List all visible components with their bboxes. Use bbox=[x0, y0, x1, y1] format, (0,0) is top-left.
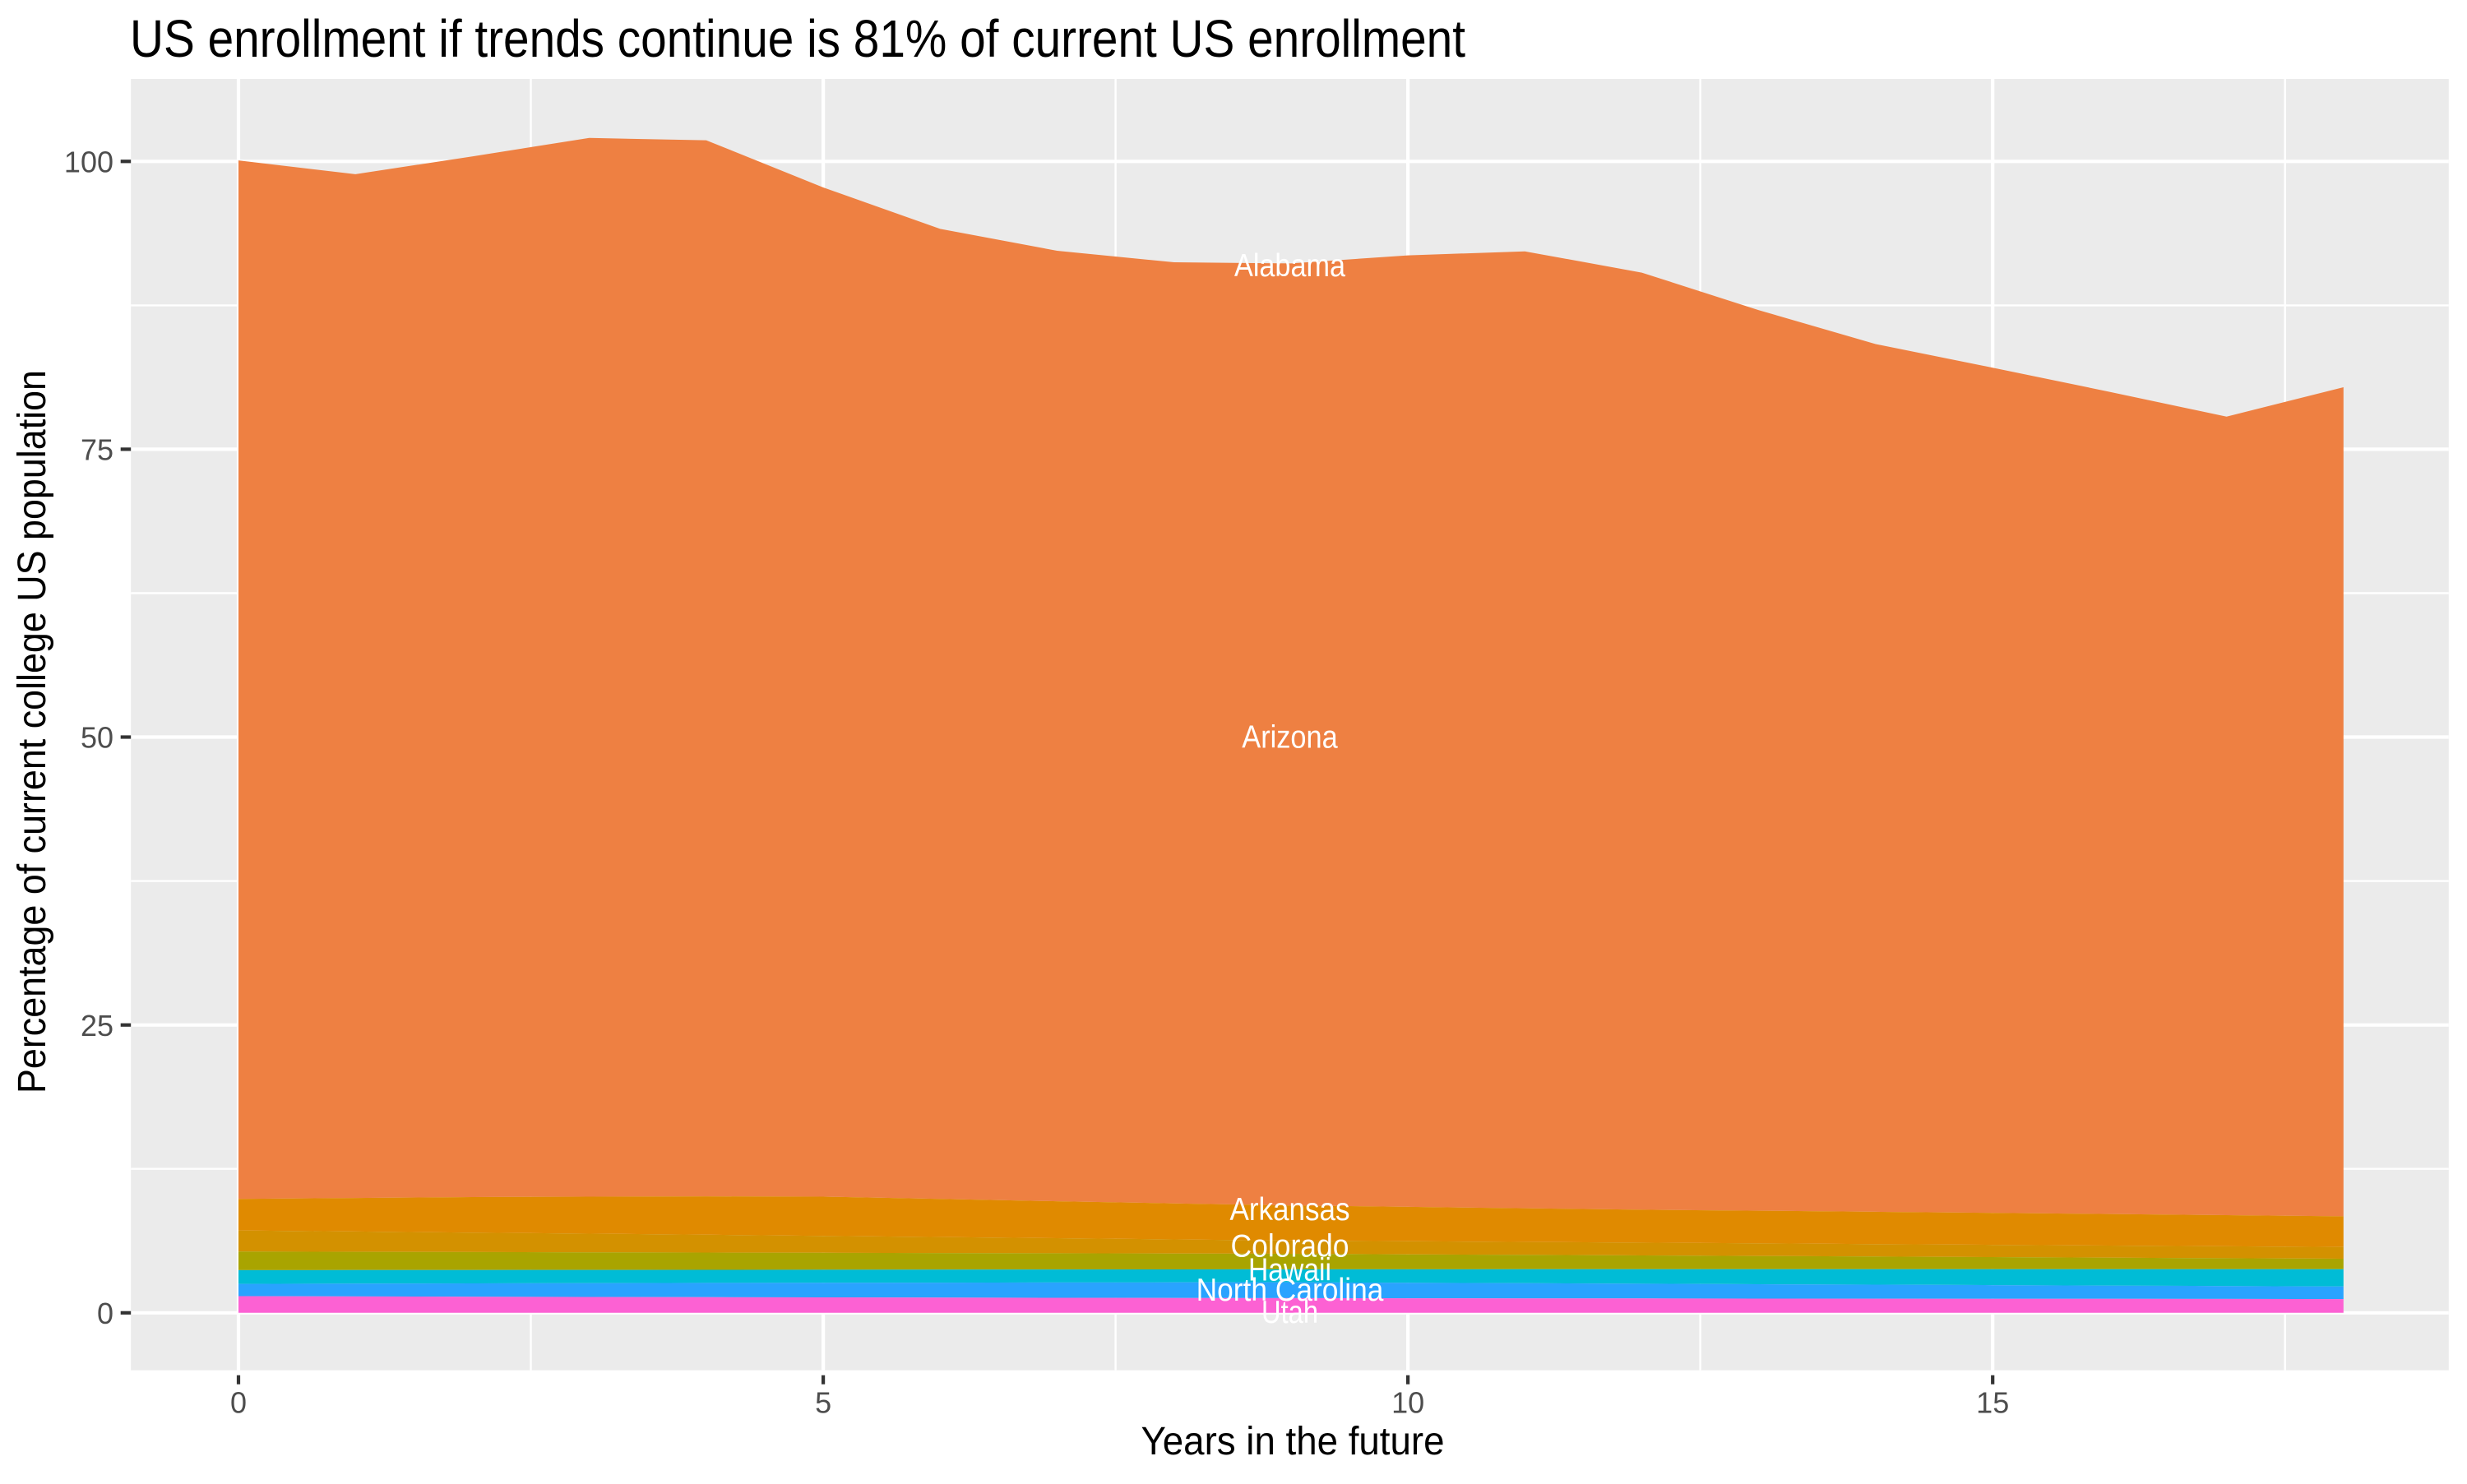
svg-text:Percentage of current college: Percentage of current college US populat… bbox=[11, 370, 54, 1093]
svg-text:15: 15 bbox=[1976, 1386, 2009, 1420]
svg-text:Hawaii: Hawaii bbox=[1248, 1252, 1331, 1288]
svg-text:5: 5 bbox=[815, 1386, 831, 1420]
svg-text:US enrollment if trends contin: US enrollment if trends continue is 81% … bbox=[130, 9, 1465, 68]
svg-text:North Carolina: North Carolina bbox=[1196, 1273, 1384, 1308]
svg-text:Years in the future: Years in the future bbox=[1141, 1420, 1445, 1463]
svg-text:10: 10 bbox=[1391, 1386, 1424, 1420]
svg-text:Arkansas: Arkansas bbox=[1230, 1192, 1350, 1227]
svg-text:75: 75 bbox=[81, 433, 113, 467]
svg-text:25: 25 bbox=[81, 1009, 113, 1042]
svg-text:Arizona: Arizona bbox=[1242, 719, 1338, 755]
svg-text:50: 50 bbox=[81, 721, 113, 755]
svg-text:Utah: Utah bbox=[1261, 1295, 1318, 1330]
svg-text:Colorado: Colorado bbox=[1231, 1229, 1349, 1264]
svg-text:100: 100 bbox=[64, 145, 113, 178]
svg-text:0: 0 bbox=[97, 1297, 113, 1330]
svg-text:Alabama: Alabama bbox=[1234, 248, 1345, 284]
svg-text:0: 0 bbox=[230, 1386, 247, 1420]
